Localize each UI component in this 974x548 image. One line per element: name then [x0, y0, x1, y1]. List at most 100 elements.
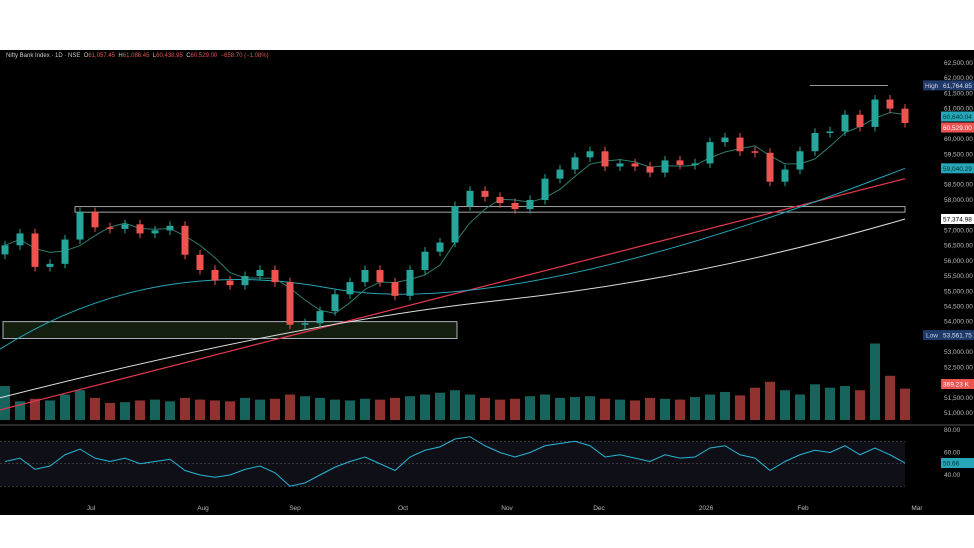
- rsi-line: [4, 436, 906, 487]
- open-label: O: [83, 53, 89, 59]
- rsi-badge-bg: [941, 458, 974, 469]
- candle-body: [691, 163, 699, 165]
- candle-body: [631, 163, 639, 167]
- candle-body: [121, 224, 129, 229]
- candle-body: [421, 251, 429, 270]
- price-tick-label: 56,000.00: [944, 258, 973, 265]
- price-tick-label: 54,500.00: [944, 303, 973, 310]
- volume-bar: [900, 388, 910, 420]
- ma-short-badge: 60,640.04: [943, 114, 972, 121]
- volume-bar: [135, 400, 145, 420]
- volume-badge: 369.23 K: [943, 382, 970, 389]
- volume-bar: [825, 387, 835, 420]
- volume-bar: [75, 390, 85, 420]
- volume-bar: [255, 399, 265, 420]
- candle-body: [91, 212, 99, 228]
- candle-body: [286, 282, 294, 325]
- candle-body: [271, 269, 279, 283]
- volume-bar: [315, 397, 325, 420]
- high-label-bg: [923, 80, 941, 91]
- volume-bar: [720, 391, 730, 420]
- volume-bar: [555, 397, 565, 420]
- candle-body: [556, 169, 564, 179]
- chart-window[interactable]: Nifty Bank Index · 1D · NSE O61,057.45 H…: [0, 50, 974, 515]
- price-tick-label: 55,500.00: [944, 273, 973, 280]
- volume-bar: [375, 399, 385, 420]
- volume-bar: [30, 398, 40, 420]
- ma-white-line: [0, 218, 906, 399]
- volume-bar: [690, 397, 700, 420]
- low-label: Low: [926, 333, 938, 340]
- volume-bar: [360, 398, 370, 420]
- candle-body: [406, 269, 414, 296]
- candle-body: [661, 160, 669, 173]
- time-tick-label: Sep: [289, 505, 301, 512]
- candle-body: [1, 245, 9, 255]
- candle-body: [616, 163, 624, 167]
- volume-bar: [285, 394, 295, 420]
- volume-bar: [510, 398, 520, 420]
- volume-bar: [870, 343, 880, 420]
- price-tick-label: 62,000.00: [944, 75, 973, 82]
- price-tick-label: 58,000.00: [944, 197, 973, 204]
- volume-bar: [585, 396, 595, 420]
- candle-body: [376, 269, 384, 283]
- candle-body: [736, 137, 744, 152]
- rsi-badge: 50.66: [943, 461, 960, 468]
- high-value: 61,086.45: [122, 53, 150, 59]
- low-label-bg: [923, 330, 941, 341]
- volume-bar: [495, 399, 505, 420]
- candle-body: [811, 133, 819, 152]
- candle-body: [211, 269, 219, 281]
- candle-body: [136, 224, 144, 234]
- support-zone: [2, 321, 458, 339]
- volume-bar: [330, 399, 340, 420]
- ma-teal-line: [0, 167, 906, 350]
- volume-bar: [45, 400, 55, 420]
- time-tick-label: Aug: [197, 505, 209, 512]
- candle-body: [196, 254, 204, 270]
- volume-bar: [210, 400, 220, 420]
- time-tick-label: Dec: [593, 505, 605, 512]
- resistance-zone: [74, 206, 906, 213]
- candle-body: [226, 280, 234, 286]
- ma-white-badge: 57,374.98: [943, 216, 972, 223]
- volume-bar: [630, 400, 640, 420]
- volume-bar: [885, 375, 895, 420]
- high-badge: 61,764.85: [943, 83, 972, 90]
- candle-body: [856, 114, 864, 127]
- volume-bar: [450, 390, 460, 420]
- volume-bar: [750, 387, 760, 420]
- volume-bar: [150, 399, 160, 420]
- open-value: 61,057.45: [88, 53, 116, 59]
- volume-bar: [405, 396, 415, 420]
- candle-body: [721, 137, 729, 143]
- candle-body: [526, 199, 534, 210]
- symbol-legend: Nifty Bank Index · 1D · NSE O61,057.45 H…: [6, 53, 269, 59]
- price-tick-label: 53,000.00: [944, 349, 973, 356]
- volume-bar: [765, 381, 775, 420]
- candle-body: [886, 99, 894, 109]
- ma-teal-badge-bg: [941, 163, 974, 174]
- candle-body: [511, 203, 519, 210]
- volume-bar: [195, 399, 205, 420]
- candle-body: [436, 242, 444, 252]
- candle-body: [16, 233, 24, 246]
- candle-body: [466, 190, 474, 207]
- volume-bar: [525, 396, 535, 420]
- price-tick-label: 61,000.00: [944, 106, 973, 113]
- price-tick-label: 52,500.00: [944, 364, 973, 371]
- candle-body: [901, 108, 909, 123]
- volume-bar: [60, 394, 70, 420]
- rsi-tick-label: 80.00: [944, 427, 961, 434]
- time-tick-label: Oct: [398, 505, 408, 512]
- close-label: C: [186, 53, 191, 59]
- volume-bar: [840, 386, 850, 420]
- candle-body: [481, 190, 489, 197]
- price-chart[interactable]: 62,500.00 62,000.00 61,500.00 61,000.00 60,0…: [0, 50, 974, 515]
- volume-bar: [480, 397, 490, 420]
- ma-short-badge-bg: [941, 111, 974, 122]
- candle-body: [301, 323, 309, 325]
- volume-bar: [600, 398, 610, 420]
- candle-body: [166, 225, 174, 231]
